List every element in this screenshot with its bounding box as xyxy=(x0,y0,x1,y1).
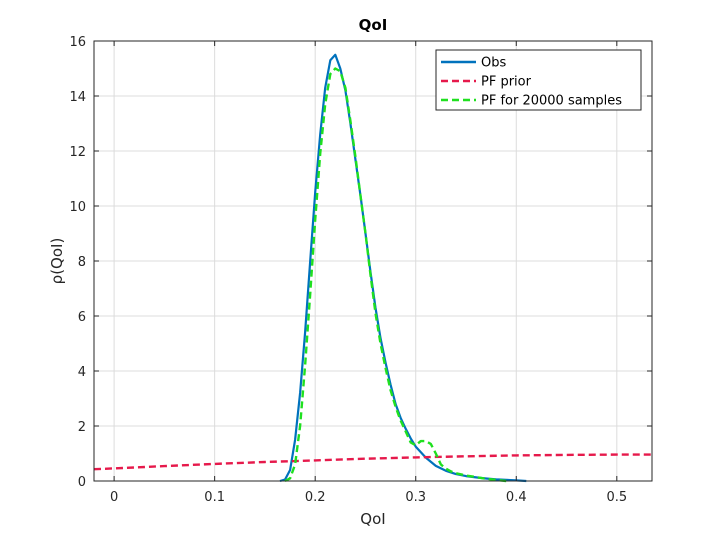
series-lines xyxy=(93,53,652,483)
x-tick-label: 0.5 xyxy=(606,490,627,505)
y-tick-label: 0 xyxy=(78,475,86,490)
chart-title: QoI xyxy=(359,16,388,34)
x-tick-label: 0.4 xyxy=(506,490,527,505)
legend-label: PF prior xyxy=(481,75,532,90)
y-axis-label: ρ(QoI) xyxy=(48,238,66,285)
y-tick-label: 12 xyxy=(69,145,86,160)
legend-box xyxy=(435,49,642,111)
x-axis-label: QoI xyxy=(360,510,385,528)
series-line-1 xyxy=(93,453,652,471)
y-tick-label: 14 xyxy=(69,90,86,105)
y-tick-label: 4 xyxy=(78,365,86,380)
x-tick-label: 0.1 xyxy=(204,490,225,505)
y-tick-label: 2 xyxy=(78,420,86,435)
axis-ticks: 0 0.1 0.2 0.3 0.4 0.5 0 2 4 6 8 10 12 14 16 xyxy=(69,35,652,505)
x-tick-label: 0.3 xyxy=(405,490,426,505)
legend-label: PF for 20000 samples xyxy=(481,94,622,109)
y-tick-label: 10 xyxy=(69,200,86,215)
x-tick-label: 0 xyxy=(110,490,118,505)
legend: Obs PF prior PF for 20000 samples xyxy=(435,49,642,111)
legend-label: Obs xyxy=(481,56,506,71)
legend-items: Obs PF prior PF for 20000 samples xyxy=(441,56,622,109)
y-tick-label: 16 xyxy=(69,35,86,50)
y-tick-label: 6 xyxy=(78,310,86,325)
x-tick-label: 0.2 xyxy=(305,490,326,505)
y-tick-label: 8 xyxy=(78,255,86,270)
series-line-2 xyxy=(284,67,507,483)
